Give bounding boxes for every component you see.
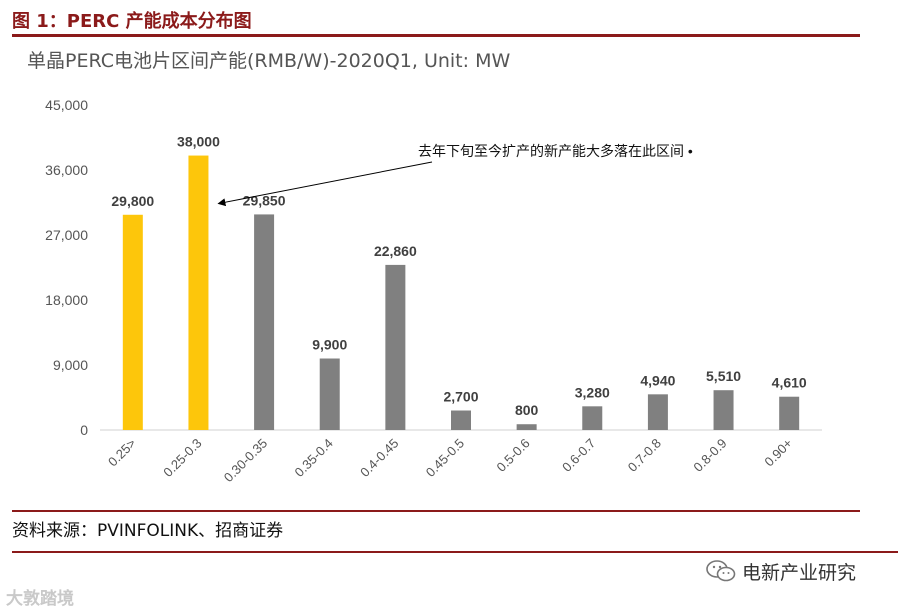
data-label: 38,000: [177, 134, 220, 150]
bar-0.25>: [122, 214, 143, 430]
bar-0.7-0.8: [647, 394, 668, 430]
data-label: 4,610: [772, 375, 807, 391]
x-tick-label: 0.25-0.3: [160, 436, 204, 480]
bar-0.90+: [779, 396, 800, 430]
y-tick-label: 45,000: [45, 97, 88, 113]
annotation-text: 去年下旬至今扩产的新产能大多落在此区间 •: [418, 143, 693, 159]
source-note: 资料来源：PVINFOLINK、招商证券: [12, 521, 284, 541]
x-tick-label: 0.4-0.45: [357, 436, 401, 480]
x-tick-label: 0.25>: [105, 436, 139, 470]
data-label: 29,800: [111, 193, 154, 209]
data-label: 2,700: [443, 389, 478, 405]
title-divider: [12, 34, 860, 37]
source-divider: [12, 510, 860, 512]
x-tick-label: 0.35-0.4: [292, 436, 336, 480]
x-tick-label: 0.5-0.6: [494, 436, 533, 475]
bar-0.35-0.4: [319, 358, 340, 430]
data-label: 4,940: [640, 372, 675, 388]
y-tick-label: 36,000: [45, 162, 88, 178]
x-tick-label: 0.30-0.35: [221, 436, 270, 485]
y-tick-label: 0: [80, 422, 88, 438]
x-tick-label: 0.8-0.9: [690, 436, 729, 475]
y-tick-label: 18,000: [45, 292, 88, 308]
data-label: 800: [515, 402, 539, 418]
x-tick-label: 0.45-0.5: [423, 436, 467, 480]
wechat-account-name: 电新产业研究: [742, 561, 857, 584]
annotation-arrow: [217, 161, 433, 207]
bar-0.30-0.35: [254, 214, 275, 430]
bar-0.5-0.6: [516, 424, 537, 430]
bar-0.25-0.3: [188, 155, 209, 431]
wechat-account: 电新产业研究: [706, 558, 856, 584]
data-label: 22,860: [374, 243, 417, 259]
watermark: 大敦踏境: [6, 589, 74, 609]
bar-0.45-0.5: [451, 410, 471, 430]
data-label: 9,900: [312, 337, 347, 353]
figure-title: 图 1：PERC 产能成本分布图: [12, 11, 252, 32]
x-tick-label: 0.7-0.8: [625, 436, 664, 475]
bar-0.8-0.9: [713, 390, 734, 430]
data-label: 3,280: [575, 384, 610, 400]
y-tick-label: 9,000: [53, 357, 88, 373]
chart-title: 单晶PERC电池片区间产能(RMB/W)-2020Q1, Unit: MW: [27, 50, 511, 72]
bar-0.6-0.7: [582, 406, 603, 430]
x-tick-label: 0.90+: [761, 436, 795, 470]
bar-0.4-0.45: [385, 264, 406, 430]
data-label: 5,510: [706, 368, 741, 384]
footer-divider: [12, 551, 898, 553]
wechat-icon: [706, 560, 736, 582]
x-tick-label: 0.6-0.7: [559, 436, 598, 475]
y-tick-label: 27,000: [45, 227, 88, 243]
